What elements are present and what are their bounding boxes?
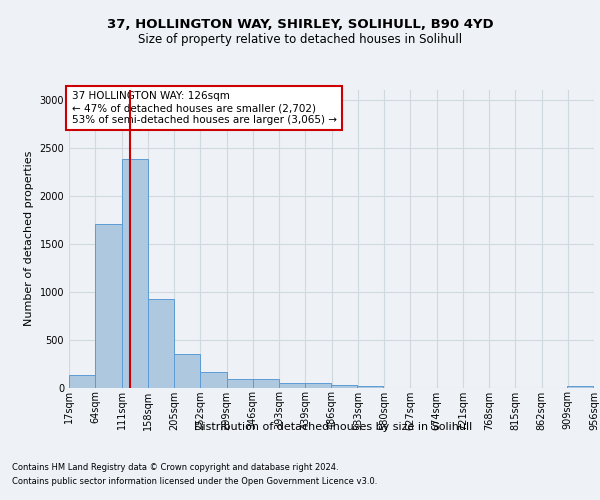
Bar <box>148 299 174 388</box>
Bar <box>174 354 200 388</box>
Bar <box>357 386 383 388</box>
Bar <box>305 383 331 388</box>
Bar <box>200 372 227 388</box>
Bar <box>331 385 357 388</box>
Text: Size of property relative to detached houses in Solihull: Size of property relative to detached ho… <box>138 32 462 46</box>
Bar <box>253 380 279 388</box>
Bar <box>121 159 148 388</box>
Text: 37, HOLLINGTON WAY, SHIRLEY, SOLIHULL, B90 4YD: 37, HOLLINGTON WAY, SHIRLEY, SOLIHULL, B… <box>107 18 493 30</box>
Bar <box>69 375 95 388</box>
Text: Contains HM Land Registry data © Crown copyright and database right 2024.: Contains HM Land Registry data © Crown c… <box>12 462 338 471</box>
Bar <box>227 379 253 388</box>
Bar <box>567 386 593 388</box>
Text: 37 HOLLINGTON WAY: 126sqm
← 47% of detached houses are smaller (2,702)
53% of se: 37 HOLLINGTON WAY: 126sqm ← 47% of detac… <box>71 92 337 124</box>
Text: Contains public sector information licensed under the Open Government Licence v3: Contains public sector information licen… <box>12 478 377 486</box>
Text: Distribution of detached houses by size in Solihull: Distribution of detached houses by size … <box>194 422 472 432</box>
Y-axis label: Number of detached properties: Number of detached properties <box>24 151 34 326</box>
Bar <box>95 224 121 388</box>
Bar <box>279 382 305 388</box>
